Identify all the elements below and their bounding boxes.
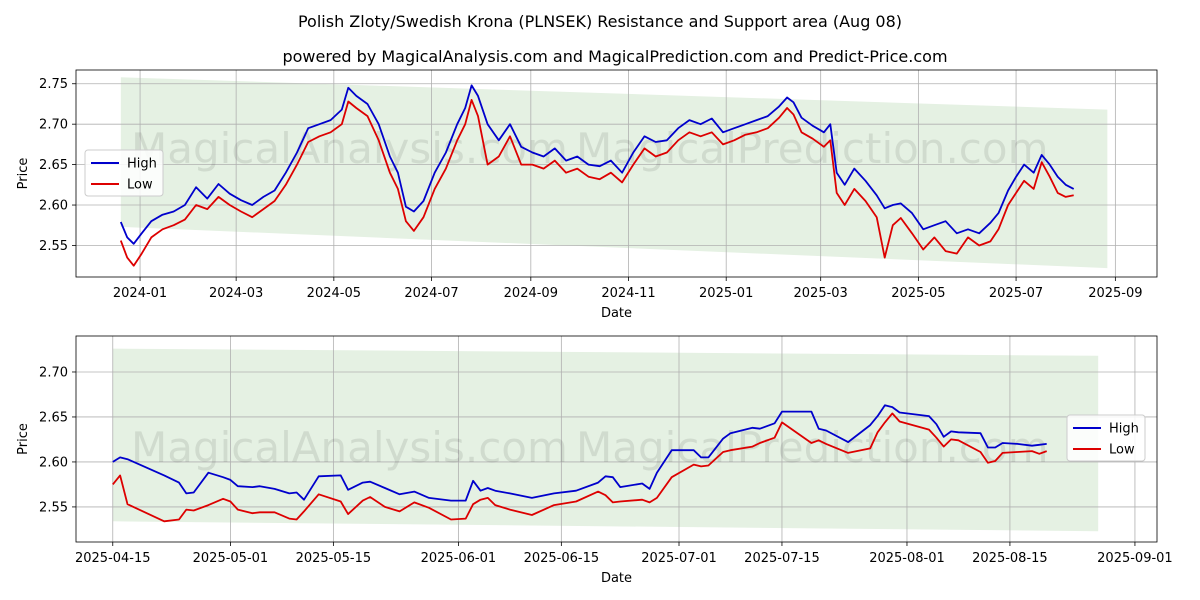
- y-tick-label: 2.55: [39, 239, 68, 254]
- x-tick-label: 2025-07: [989, 286, 1043, 301]
- legend-label-high: High: [1109, 422, 1139, 437]
- axes-frame: [75, 335, 1158, 543]
- x-tick-label: 2025-07-01: [641, 551, 717, 566]
- x-tick-label: 2025-06-15: [524, 551, 600, 566]
- bottom-chart-panel: 2025-04-15 2025-05-01 2025-05-15 2025-06-01…: [16, 335, 1173, 586]
- x-tick-label: 2024-07: [404, 286, 458, 301]
- x-tick-label: 2025-09: [1088, 286, 1142, 301]
- x-tick-label: 2024-03: [209, 286, 263, 301]
- x-tick-label: 2025-03: [794, 286, 848, 301]
- legend-label-high: High: [127, 157, 157, 172]
- watermark-text: MagicalPrediction.com: [576, 124, 1049, 173]
- x-tick-label: 2025-04-15: [75, 551, 151, 566]
- legend: High Low: [1066, 414, 1146, 462]
- legend: High Low: [84, 149, 164, 197]
- y-tick-label: 2.65: [39, 410, 68, 425]
- watermark-text: MagicalAnalysis.com: [131, 124, 568, 173]
- x-tick-label: 2024-11: [601, 286, 655, 301]
- series-line-high: [119, 84, 1075, 245]
- x-tick-label: 2025-07-15: [744, 551, 820, 566]
- x-axis-label: Date: [601, 306, 632, 321]
- y-tick-label: 2.70: [39, 365, 68, 380]
- x-tick-label: 2025-01: [699, 286, 753, 301]
- y-tick-label: 2.60: [39, 455, 68, 470]
- axes-frame: [75, 69, 1158, 278]
- x-tick-label: 2024-09: [504, 286, 558, 301]
- y-axis-label: Price: [16, 158, 31, 190]
- watermark-text: MagicalAnalysis.com: [131, 423, 568, 472]
- legend-label-low: Low: [1109, 443, 1135, 458]
- watermark: MagicalAnalysis.com MagicalPrediction.com: [131, 423, 1049, 472]
- watermark: MagicalAnalysis.com MagicalPrediction.com: [131, 124, 1049, 173]
- x-tick-label: 2025-05-15: [296, 551, 372, 566]
- y-tick-label: 2.55: [39, 500, 68, 515]
- x-tick-label: 2024-05: [307, 286, 361, 301]
- series-line-high: [112, 404, 1047, 502]
- y-tick-label: 2.70: [39, 118, 68, 133]
- y-tick-label: 2.65: [39, 158, 68, 173]
- y-tick-label: 2.60: [39, 199, 68, 214]
- x-tick-label: 2025-09-01: [1097, 551, 1173, 566]
- support-resistance-band: [120, 77, 1108, 269]
- x-tick-label: 2025-08-01: [869, 551, 945, 566]
- watermark-text: MagicalPrediction.com: [576, 423, 1049, 472]
- y-axis-label: Price: [16, 423, 31, 455]
- chart-title: Polish Zloty/Swedish Krona (PLNSEK) Resi…: [298, 12, 902, 31]
- support-resistance-band: [112, 348, 1099, 532]
- x-tick-label: 2025-05-01: [193, 551, 269, 566]
- x-tick-label: 2025-06-01: [421, 551, 497, 566]
- y-tick-label: 2.75: [39, 77, 68, 92]
- x-tick-label: 2024-01: [113, 286, 167, 301]
- x-axis-label: Date: [601, 571, 632, 586]
- legend-label-low: Low: [127, 178, 153, 193]
- series-line-low: [119, 99, 1074, 267]
- top-chart-panel: 2024-01 2024-03 2024-05 2024-07 2024-09 2024-…: [16, 69, 1158, 321]
- series-line-low: [112, 412, 1048, 523]
- x-tick-label: 2025-08-15: [972, 551, 1048, 566]
- x-tick-label: 2025-05: [891, 286, 945, 301]
- chart-subtitle: powered by MagicalAnalysis.com and Magic…: [282, 47, 947, 66]
